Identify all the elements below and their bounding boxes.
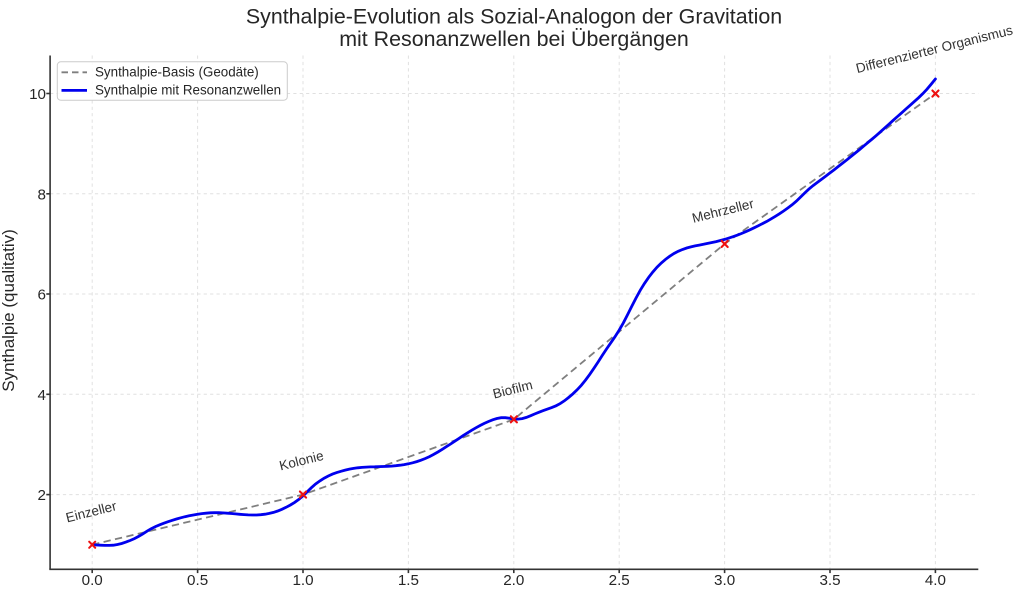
svg-text:3.0: 3.0 xyxy=(714,572,735,589)
svg-text:3.5: 3.5 xyxy=(819,572,840,589)
svg-text:2.5: 2.5 xyxy=(609,572,630,589)
svg-text:6: 6 xyxy=(38,287,46,304)
svg-text:4.0: 4.0 xyxy=(925,572,946,589)
svg-text:1.5: 1.5 xyxy=(398,572,419,589)
svg-text:Synthalpie-Evolution als Sozia: Synthalpie-Evolution als Sozial-Analogon… xyxy=(246,4,782,28)
svg-text:mit Resonanzwellen bei Übergän: mit Resonanzwellen bei Übergängen xyxy=(339,27,689,51)
svg-text:2.0: 2.0 xyxy=(503,572,524,589)
svg-text:2: 2 xyxy=(38,487,46,504)
svg-text:10: 10 xyxy=(29,86,46,103)
svg-text:0.5: 0.5 xyxy=(187,572,208,589)
svg-text:8: 8 xyxy=(38,186,46,203)
svg-text:4: 4 xyxy=(38,387,46,404)
svg-text:Synthalpie-Basis (Geodäte): Synthalpie-Basis (Geodäte) xyxy=(95,65,259,80)
svg-text:Synthalpie (qualitativ): Synthalpie (qualitativ) xyxy=(0,229,18,392)
svg-text:Synthalpie mit Resonanzwellen: Synthalpie mit Resonanzwellen xyxy=(95,83,281,98)
svg-text:1.0: 1.0 xyxy=(292,572,313,589)
svg-text:0.0: 0.0 xyxy=(82,572,103,589)
